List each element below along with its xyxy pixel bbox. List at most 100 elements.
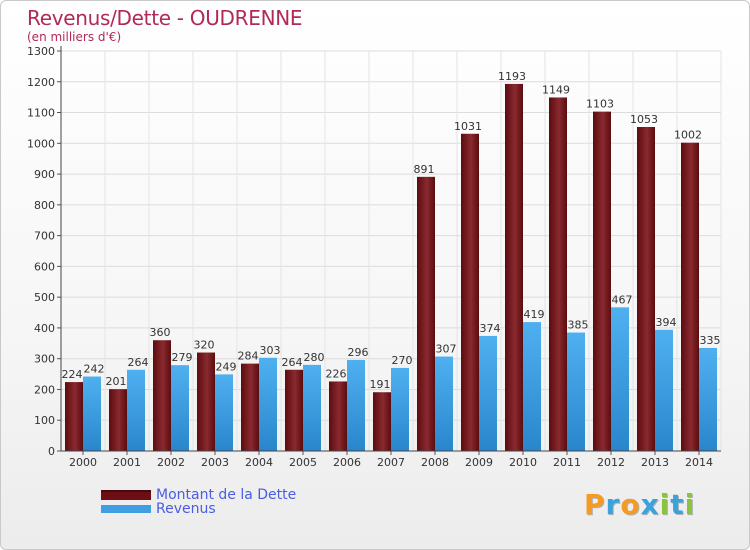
- bar-debt: [153, 340, 171, 451]
- bar-debt: [197, 352, 215, 451]
- legend-item-debt: Montant de la Dette: [101, 487, 296, 503]
- bar-revenus: [259, 357, 277, 451]
- y-tick-label: 700: [34, 230, 55, 243]
- y-tick-label: 600: [34, 260, 55, 273]
- data-label-revenus: 242: [84, 363, 105, 376]
- y-tick-label: 900: [34, 168, 55, 181]
- legend-swatch-revenus: [101, 505, 151, 513]
- data-label-debt: 1002: [674, 129, 702, 142]
- data-label-debt: 1053: [630, 113, 658, 126]
- bar-revenus: [391, 367, 409, 451]
- data-label-debt: 284: [238, 350, 259, 363]
- logo-letter: o: [620, 488, 641, 521]
- bar-debt: [65, 382, 83, 451]
- x-tick-label: 2005: [289, 456, 317, 469]
- y-tick-label: 0: [48, 445, 55, 458]
- x-tick-label: 2003: [201, 456, 229, 469]
- bar-revenus: [215, 374, 233, 451]
- data-label-debt: 1149: [542, 83, 570, 96]
- logo-letter: t: [670, 488, 685, 521]
- logo-letter: x: [640, 488, 660, 521]
- y-tick-label: 1200: [27, 76, 55, 89]
- x-tick-label: 2002: [157, 456, 185, 469]
- bar-debt: [109, 389, 127, 451]
- legend-swatch-debt: [101, 490, 151, 500]
- data-label-debt: 320: [194, 339, 215, 352]
- legend-item-revenus: Revenus: [101, 501, 216, 517]
- bar-debt: [285, 369, 303, 451]
- x-tick-label: 2007: [377, 456, 405, 469]
- data-label-revenus: 335: [700, 334, 721, 347]
- data-label-debt: 891: [414, 163, 435, 176]
- data-label-revenus: 270: [392, 354, 413, 367]
- data-label-debt: 226: [326, 367, 347, 380]
- data-label-debt: 191: [370, 378, 391, 391]
- bar-revenus: [127, 369, 145, 451]
- data-label-revenus: 303: [260, 344, 281, 357]
- bar-revenus: [523, 322, 541, 451]
- y-tick-label: 400: [34, 322, 55, 335]
- y-tick-label: 200: [34, 383, 55, 396]
- bar-revenus: [171, 365, 189, 451]
- bar-revenus: [347, 359, 365, 451]
- legend-label-revenus: Revenus: [156, 501, 216, 517]
- x-tick-label: 2001: [113, 456, 141, 469]
- y-tick-label: 500: [34, 291, 55, 304]
- bar-debt: [329, 381, 347, 451]
- bar-debt: [417, 176, 435, 451]
- data-label-revenus: 385: [568, 319, 589, 332]
- legend-label-debt: Montant de la Dette: [156, 487, 297, 503]
- bar-debt: [593, 111, 611, 451]
- data-label-revenus: 296: [348, 346, 369, 359]
- bar-revenus: [699, 347, 717, 451]
- logo-letter: r: [605, 488, 621, 521]
- bar-debt: [681, 142, 699, 451]
- x-tick-label: 2004: [245, 456, 273, 469]
- bar-debt: [373, 392, 391, 451]
- data-label-debt: 264: [282, 356, 303, 369]
- logo-letter: i: [684, 488, 696, 521]
- x-tick-label: 2010: [509, 456, 537, 469]
- data-label-revenus: 394: [656, 316, 677, 329]
- data-label-debt: 360: [150, 326, 171, 339]
- data-label-revenus: 279: [172, 351, 193, 364]
- bar-debt: [637, 127, 655, 451]
- bar-debt: [461, 133, 479, 451]
- bar-revenus: [655, 329, 673, 451]
- y-tick-label: 800: [34, 199, 55, 212]
- logo-letter: i: [659, 488, 671, 521]
- y-tick-label: 100: [34, 414, 55, 427]
- x-tick-label: 2009: [465, 456, 493, 469]
- bar-revenus: [435, 356, 453, 451]
- bar-revenus: [303, 364, 321, 451]
- bar-debt: [505, 83, 523, 451]
- x-tick-label: 2012: [597, 456, 625, 469]
- x-tick-label: 2006: [333, 456, 361, 469]
- data-label-debt: 224: [62, 368, 83, 381]
- y-tick-label: 300: [34, 353, 55, 366]
- x-tick-label: 2011: [553, 456, 581, 469]
- bar-revenus: [479, 335, 497, 451]
- bar-debt: [549, 97, 567, 451]
- bar-debt: [241, 363, 259, 451]
- data-label-debt: 201: [106, 375, 127, 388]
- y-tick-label: 1300: [27, 45, 55, 58]
- data-label-revenus: 280: [304, 351, 325, 364]
- data-label-revenus: 374: [480, 322, 501, 335]
- proxiti-logo: Proxiti: [584, 488, 695, 521]
- logo-letter: P: [584, 488, 606, 521]
- bar-revenus: [83, 376, 101, 451]
- chart-title: Revenus/Dette - OUDRENNE: [27, 6, 303, 30]
- bar-revenus: [567, 332, 585, 451]
- x-tick-label: 2014: [685, 456, 713, 469]
- data-label-revenus: 264: [128, 356, 149, 369]
- x-tick-label: 2013: [641, 456, 669, 469]
- data-label-revenus: 419: [524, 308, 545, 321]
- data-label-debt: 1031: [454, 120, 482, 133]
- chart-subtitle: (en milliers d'€): [27, 30, 122, 44]
- y-tick-label: 1100: [27, 107, 55, 120]
- y-tick-label: 1000: [27, 137, 55, 150]
- x-tick-label: 2008: [421, 456, 449, 469]
- data-label-revenus: 249: [216, 360, 237, 373]
